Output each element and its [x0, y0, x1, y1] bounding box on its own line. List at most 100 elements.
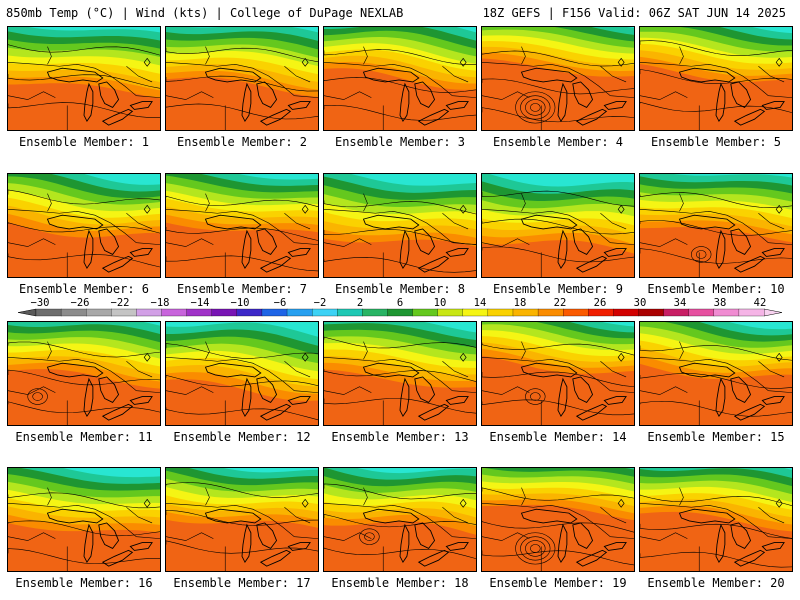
contour-line	[640, 345, 792, 361]
boundary-line	[166, 91, 214, 100]
colorbar-swatch	[512, 308, 539, 317]
colorbar-swatch	[362, 308, 388, 317]
temperature-map	[640, 27, 792, 130]
boundary-line	[363, 193, 368, 212]
boundary-line	[442, 361, 469, 378]
contour-line	[8, 520, 160, 537]
great-lake-outline	[557, 523, 568, 564]
contour-line	[8, 189, 160, 205]
contour-line	[8, 74, 160, 89]
ensemble-map-panel	[639, 173, 793, 278]
great-lake-outline	[678, 362, 736, 378]
ensemble-member-label: Ensemble Member: 12	[173, 430, 311, 444]
ensemble-map-panel	[481, 321, 635, 426]
boundary-line	[8, 91, 56, 100]
ensemble-map-panel	[481, 173, 635, 278]
ensemble-map-panel	[165, 26, 319, 131]
boundary-line	[126, 507, 153, 524]
great-lake-outline	[256, 522, 278, 549]
temperature-map	[8, 174, 160, 277]
boundary-line	[640, 91, 688, 100]
closed-contour	[525, 540, 546, 557]
great-lake-outline	[414, 522, 436, 549]
boundary-line	[521, 46, 526, 65]
contour-line	[324, 547, 476, 559]
boundary-line	[442, 213, 469, 230]
great-lake-outline	[715, 82, 726, 123]
boundary-line	[521, 487, 526, 506]
temperature-map	[166, 468, 318, 571]
contour-line	[166, 226, 318, 241]
great-lake-outline	[287, 101, 311, 110]
temperature-map	[324, 174, 476, 277]
boundary-line	[482, 503, 634, 539]
ensemble-member-label: Ensemble Member: 5	[650, 135, 782, 149]
contour-line	[482, 218, 634, 235]
colorbar-swatch	[613, 308, 640, 317]
ensemble-member-label: Ensemble Member: 2	[176, 135, 308, 149]
boundary-line	[600, 213, 627, 230]
boundary-line	[205, 487, 210, 506]
ensemble-member-label: Ensemble Member: 15	[647, 430, 785, 444]
temperature-map	[640, 322, 792, 425]
contour-line	[8, 44, 160, 56]
colorbar-swatch	[161, 308, 188, 317]
great-lake-outline	[715, 523, 726, 564]
colorbar-swatch	[487, 308, 514, 317]
temperature-band	[166, 379, 318, 425]
ensemble-map-panel	[639, 26, 793, 131]
boundary-line	[205, 193, 210, 212]
contour-line	[166, 47, 318, 63]
colorbar-swatch	[563, 308, 589, 317]
station-marker	[459, 352, 467, 362]
contour-line	[482, 399, 634, 416]
great-lake-outline	[259, 108, 292, 126]
boundary-line	[8, 62, 160, 98]
ensemble-map-panel	[323, 26, 477, 131]
great-lake-outline	[761, 542, 785, 551]
great-lake-outline	[98, 81, 120, 108]
temperature-band	[640, 225, 792, 277]
great-lake-outline	[445, 248, 469, 257]
temperature-band	[324, 519, 476, 571]
ensemble-map-panel	[7, 26, 161, 131]
boundary-line	[482, 209, 634, 245]
boundary-line	[600, 361, 627, 378]
great-lake-outline	[399, 377, 410, 418]
great-lake-outline	[603, 101, 627, 110]
contour-line	[640, 220, 792, 236]
temperature-map	[324, 27, 476, 130]
boundary-line	[8, 386, 56, 395]
boundary-line	[521, 341, 526, 360]
boundary-line	[640, 503, 792, 539]
ensemble-member-label: Ensemble Member: 9	[492, 282, 624, 296]
great-lake-outline	[101, 255, 134, 273]
temperature-band	[640, 63, 792, 130]
great-lake-outline	[730, 81, 752, 108]
great-lake-outline	[730, 522, 752, 549]
boundary-line	[679, 46, 684, 65]
ensemble-member-label: Ensemble Member: 13	[331, 430, 469, 444]
station-marker	[775, 204, 783, 214]
contour-line	[640, 69, 792, 84]
station-marker	[301, 498, 309, 508]
ensemble-map-panel	[323, 173, 477, 278]
contour-line	[324, 49, 476, 65]
boundary-line	[758, 66, 785, 83]
colorbar-swatch	[60, 308, 87, 317]
great-lake-outline	[256, 376, 278, 403]
great-lake-outline	[101, 549, 134, 567]
boundary-line	[47, 487, 52, 506]
boundary-line	[166, 386, 214, 395]
boundary-line	[640, 357, 792, 393]
contour-line	[166, 195, 318, 207]
temperature-map	[324, 468, 476, 571]
colorbar-swatch	[211, 308, 238, 317]
temperature-band	[640, 511, 792, 571]
boundary-line	[284, 361, 311, 378]
contour-line	[482, 487, 634, 501]
boundary-line	[442, 507, 469, 524]
great-lake-outline	[733, 108, 766, 126]
great-lake-outline	[733, 403, 766, 421]
boundary-line	[8, 532, 56, 541]
